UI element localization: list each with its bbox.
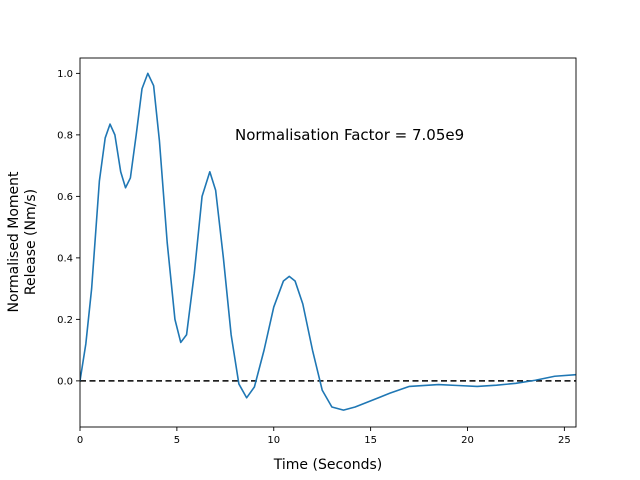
x-tick-label: 20	[461, 435, 474, 446]
y-axis-label-line-1: Normalised Moment	[6, 171, 22, 313]
y-tick-label: 0.2	[57, 315, 73, 326]
x-axis-label: Time (Seconds)	[273, 457, 382, 473]
y-tick-label: 0.0	[57, 376, 73, 387]
x-tick-label: 15	[364, 435, 377, 446]
plot-area	[79, 57, 577, 428]
x-axis-ticks: 0 5 10 15 20 25	[77, 427, 571, 446]
x-tick-label: 5	[174, 435, 180, 446]
y-tick-label: 0.6	[57, 192, 73, 203]
normalisation-annotation: Normalisation Factor = 7.05e9	[235, 126, 464, 144]
y-tick-label: 1.0	[57, 69, 73, 80]
y-axis-ticks: 0.0 0.2 0.4 0.6 0.8 1.0	[57, 69, 80, 387]
x-tick-label: 25	[558, 435, 571, 446]
x-tick-label: 10	[267, 435, 280, 446]
y-axis-label: Normalised Moment Release (Nm/s)	[6, 171, 39, 313]
x-tick-label: 0	[77, 435, 83, 446]
y-tick-label: 0.4	[57, 253, 73, 264]
y-tick-label: 0.8	[57, 130, 73, 141]
plot-frame	[79, 57, 577, 428]
series-line-0	[80, 72, 576, 411]
y-axis-label-line-2: Release (Nm/s)	[23, 189, 39, 295]
